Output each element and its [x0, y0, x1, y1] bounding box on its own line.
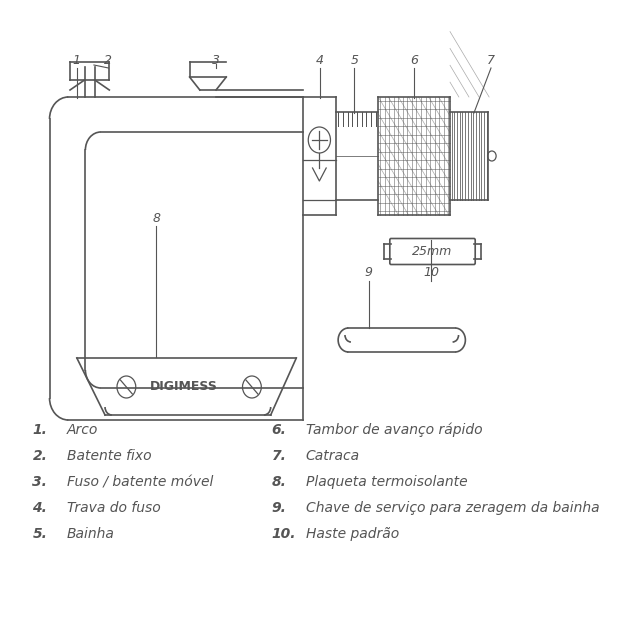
- Text: 5.: 5.: [32, 527, 47, 541]
- Text: 9.: 9.: [272, 501, 286, 515]
- Text: Haste padrão: Haste padrão: [306, 527, 399, 541]
- Text: Fuso / batente móvel: Fuso / batente móvel: [66, 475, 213, 489]
- Text: 2: 2: [104, 53, 112, 66]
- Text: 6: 6: [410, 53, 418, 66]
- Text: DIGIMESS: DIGIMESS: [149, 381, 218, 394]
- Text: Catraca: Catraca: [306, 449, 360, 463]
- Text: 7.: 7.: [272, 449, 286, 463]
- Text: Arco: Arco: [66, 423, 98, 437]
- Text: 10.: 10.: [272, 527, 296, 541]
- Text: 1: 1: [73, 53, 81, 66]
- Text: 10: 10: [423, 267, 439, 280]
- Text: Plaqueta termoisolante: Plaqueta termoisolante: [306, 475, 467, 489]
- Text: 7: 7: [487, 53, 495, 66]
- Text: 9: 9: [365, 267, 373, 280]
- Text: 4.: 4.: [32, 501, 47, 515]
- Text: Batente fixo: Batente fixo: [66, 449, 151, 463]
- Text: 1.: 1.: [32, 423, 47, 437]
- Text: 5: 5: [350, 53, 358, 66]
- Text: 8.: 8.: [272, 475, 286, 489]
- Text: Tambor de avanço rápido: Tambor de avanço rápido: [306, 423, 482, 437]
- Text: Chave de serviço para zeragem da bainha: Chave de serviço para zeragem da bainha: [306, 501, 600, 515]
- Text: 25mm: 25mm: [412, 245, 453, 258]
- Text: Trava do fuso: Trava do fuso: [66, 501, 161, 515]
- Text: 3.: 3.: [32, 475, 47, 489]
- Text: 6.: 6.: [272, 423, 286, 437]
- Text: 4: 4: [316, 53, 324, 66]
- Text: 8: 8: [153, 211, 160, 224]
- Text: Bainha: Bainha: [66, 527, 115, 541]
- Text: 2.: 2.: [32, 449, 47, 463]
- Text: 3: 3: [212, 53, 220, 66]
